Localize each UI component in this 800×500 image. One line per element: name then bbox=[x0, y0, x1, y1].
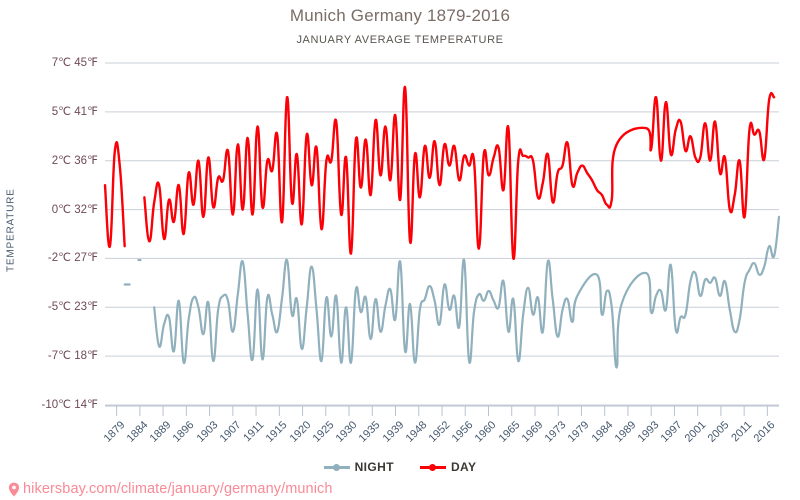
series-line bbox=[103, 141, 126, 248]
series-day bbox=[103, 86, 776, 260]
y-axis-tick-label: 7℃ 45℉ bbox=[51, 57, 98, 69]
legend-item-day[interactable]: DAY bbox=[419, 460, 477, 474]
y-axis-tick-labels: 7℃ 45℉ 5℃ 41℉ 2℃ 36℉ 0℃ 32℉ -2℃ 27℉ -5℃ 23℉ -7… bbox=[22, 0, 98, 500]
page-title: Munich Germany 1879-2016 bbox=[289, 6, 511, 25]
legend-label: DAY bbox=[450, 460, 477, 474]
y-axis-tick-label: -10℃ 14℉ bbox=[41, 399, 98, 411]
chart-subtitle: JANUARY AVERAGE TEMPERATURE bbox=[296, 34, 504, 46]
chart-legend: NIGHT DAY bbox=[0, 460, 800, 474]
gridlines bbox=[105, 62, 779, 406]
series-line bbox=[143, 86, 776, 260]
y-axis-tick-label: -5℃ 23℉ bbox=[47, 301, 98, 314]
footer-url[interactable]: hikersbay.com/climate/january/germany/mu… bbox=[23, 481, 333, 497]
y-axis-tick-label: 2℃ 36℉ bbox=[51, 154, 98, 167]
y-axis-tick-label: -7℃ 18℉ bbox=[47, 350, 98, 363]
y-axis-tick-label: 0℃ 32℉ bbox=[51, 203, 98, 216]
x-axis-ticks bbox=[105, 405, 779, 416]
legend-marker-icon bbox=[419, 462, 446, 472]
legend-marker-icon bbox=[323, 462, 350, 472]
series-layer bbox=[103, 86, 781, 369]
location-pin-icon bbox=[8, 482, 20, 496]
series-night bbox=[123, 215, 781, 369]
y-axis-tick-label: 5℃ 41℉ bbox=[51, 105, 98, 118]
footer-watermark[interactable]: hikersbay.com/climate/january/germany/mu… bbox=[8, 481, 333, 497]
legend-label: NIGHT bbox=[354, 460, 394, 474]
series-line bbox=[153, 215, 781, 369]
y-axis-tick-label: -2℃ 27℉ bbox=[47, 252, 98, 265]
legend-item-night[interactable]: NIGHT bbox=[323, 460, 394, 474]
